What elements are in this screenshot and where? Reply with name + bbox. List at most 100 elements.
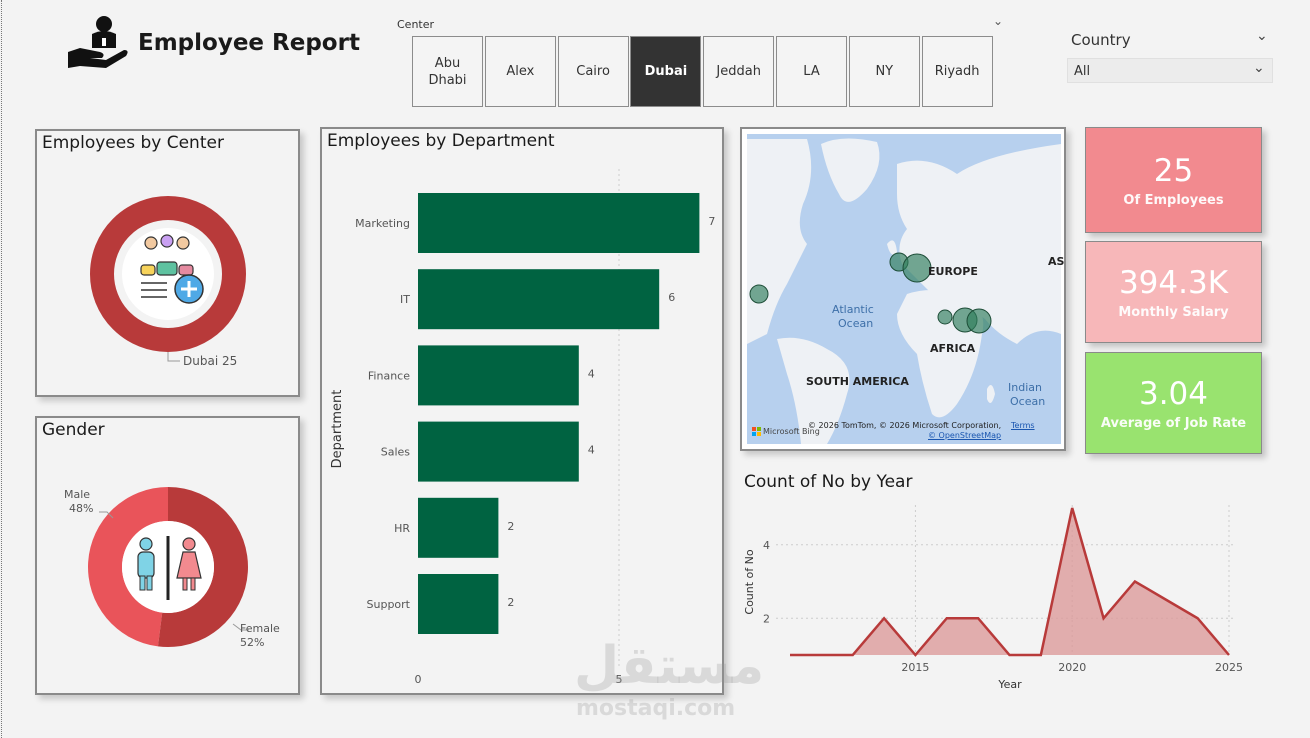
female-slice[interactable] — [157, 487, 248, 647]
map-label-africa: AFRICA — [930, 342, 976, 355]
data-point[interactable] — [1070, 506, 1074, 510]
department-chart-card[interactable]: Employees by Department Department Marke… — [320, 127, 724, 695]
data-point[interactable] — [851, 653, 855, 657]
female-label: Female — [240, 622, 280, 635]
map-osm-link[interactable]: © OpenStreetMap — [928, 431, 1002, 440]
bar-it[interactable] — [418, 269, 660, 330]
map-label-atlantic: Atlantic — [832, 303, 874, 316]
kpi-value: 25 — [1153, 153, 1194, 189]
bar-support[interactable] — [418, 574, 499, 634]
chevron-down-icon[interactable]: ⌄ — [993, 14, 1004, 28]
world-map[interactable] — [747, 134, 1061, 444]
map-label-asia: AS — [1048, 255, 1065, 268]
x-tick-label: 2025 — [1215, 661, 1243, 674]
country-dropdown[interactable] — [1067, 58, 1273, 83]
canvas-edge — [1, 0, 3, 738]
watermark-arabic: مستقل — [574, 636, 765, 696]
kpi-value: 394.3K — [1118, 265, 1229, 301]
map-label-south-america: SOUTH AMERICA — [806, 375, 909, 388]
bar-value-label: 6 — [668, 291, 675, 304]
center-button-dubai[interactable]: Dubai — [630, 36, 702, 107]
year-y-axis-label: Count of No — [743, 549, 756, 614]
map-point[interactable] — [937, 309, 953, 325]
data-point[interactable] — [913, 653, 917, 657]
map-terms-link[interactable]: Terms — [1011, 421, 1035, 430]
map-point[interactable] — [966, 308, 992, 334]
data-point[interactable] — [1008, 653, 1012, 657]
data-point[interactable] — [945, 616, 949, 620]
data-point[interactable] — [1133, 580, 1137, 584]
restroom-icon — [137, 536, 202, 600]
x-tick-label: 2020 — [1058, 661, 1086, 674]
map-label-ocean: Ocean — [1010, 395, 1046, 408]
employees-count-card[interactable]: 25 Of Employees — [1085, 127, 1262, 233]
gender-card[interactable]: Gender Male 48% Female 52% — [35, 416, 300, 695]
country-slicer-label: Country — [1071, 31, 1131, 49]
x-tick-label: 0 — [415, 673, 422, 686]
area-fill — [790, 508, 1229, 655]
map-point[interactable] — [749, 284, 769, 304]
data-point[interactable] — [882, 616, 886, 620]
bar-marketing[interactable] — [418, 193, 700, 253]
bar-value-label: 4 — [588, 367, 595, 380]
bar-value-label: 4 — [588, 444, 595, 457]
x-tick-label: 5 — [616, 673, 623, 686]
microsoft-logo-icon — [752, 427, 761, 436]
center-button-alex[interactable]: Alex — [484, 36, 556, 107]
leader-line — [167, 352, 180, 362]
card-title: Employees by Center — [42, 133, 224, 153]
data-point[interactable] — [1039, 653, 1043, 657]
chevron-down-icon[interactable]: ⌄ — [1256, 28, 1268, 44]
map-label-ocean: Ocean — [838, 317, 874, 330]
bing-logo: Microsoft Bing — [752, 427, 820, 436]
category-label: Finance — [368, 369, 410, 382]
employee-hand-icon — [68, 16, 128, 68]
bing-label: Microsoft Bing — [763, 427, 820, 436]
bar-finance[interactable] — [418, 345, 579, 406]
chevron-down-icon[interactable]: ⌄ — [1253, 60, 1265, 76]
leader-line — [99, 511, 114, 519]
center-donut-slice[interactable] — [90, 196, 246, 352]
monthly-salary-card[interactable]: 394.3K Monthly Salary — [1085, 241, 1262, 343]
kpi-label: Of Employees — [1123, 193, 1224, 208]
kpi-label: Monthly Salary — [1118, 305, 1229, 320]
data-point[interactable] — [1164, 598, 1168, 602]
center-button-ny[interactable]: NY — [848, 36, 920, 107]
department-axis-label: Department — [330, 390, 345, 469]
bar-sales[interactable] — [418, 421, 579, 482]
chart-title: Employees by Department — [327, 131, 555, 151]
data-point[interactable] — [1227, 653, 1231, 657]
series-line[interactable] — [790, 507, 1230, 657]
category-label: HR — [394, 522, 410, 535]
kpi-value: 3.04 — [1138, 376, 1209, 412]
center-button-abu-dhabi[interactable]: Abu Dhabi — [412, 36, 483, 107]
male-slice[interactable] — [87, 487, 168, 647]
bar-hr[interactable] — [418, 497, 499, 558]
map-card[interactable]: EUROPE AS AFRICA SOUTH AMERICA Atlantic … — [740, 127, 1066, 451]
category-label: IT — [400, 293, 410, 306]
team-add-icon — [140, 234, 204, 304]
y-tick-label: 2 — [763, 612, 770, 625]
year-chart-title: Count of No by Year — [744, 472, 913, 492]
center-button-la[interactable]: LA — [776, 36, 847, 107]
employees-by-center-card[interactable]: Employees by Center Dubai 25 — [35, 129, 300, 397]
data-point[interactable] — [1196, 616, 1200, 620]
data-point[interactable] — [1102, 616, 1106, 620]
department-bar-chart: Department Marketing 7 IT 6 Finance 4 Sales 4 HR… — [330, 169, 715, 686]
data-point[interactable] — [788, 653, 792, 657]
job-rate-card[interactable]: 3.04 Average of Job Rate — [1085, 352, 1262, 454]
year-x-axis-label: Year — [997, 678, 1022, 691]
map-point[interactable] — [902, 253, 932, 283]
center-button-riyadh[interactable]: Riyadh — [921, 36, 993, 107]
year-area-chart[interactable]: Count of No Year 2 4 2015 2020 2025 — [736, 495, 1256, 695]
country-dropdown-value: All — [1074, 64, 1091, 79]
y-tick-label: 4 — [763, 539, 770, 552]
center-button-jeddah[interactable]: Jeddah — [703, 36, 775, 107]
data-point[interactable] — [819, 653, 823, 657]
data-point[interactable] — [976, 616, 980, 620]
map-label-europe: EUROPE — [928, 265, 978, 278]
category-label: Support — [367, 598, 411, 611]
male-label: Male — [64, 488, 91, 501]
center-slicer-label: Center — [397, 18, 435, 31]
center-button-cairo[interactable]: Cairo — [557, 36, 629, 107]
